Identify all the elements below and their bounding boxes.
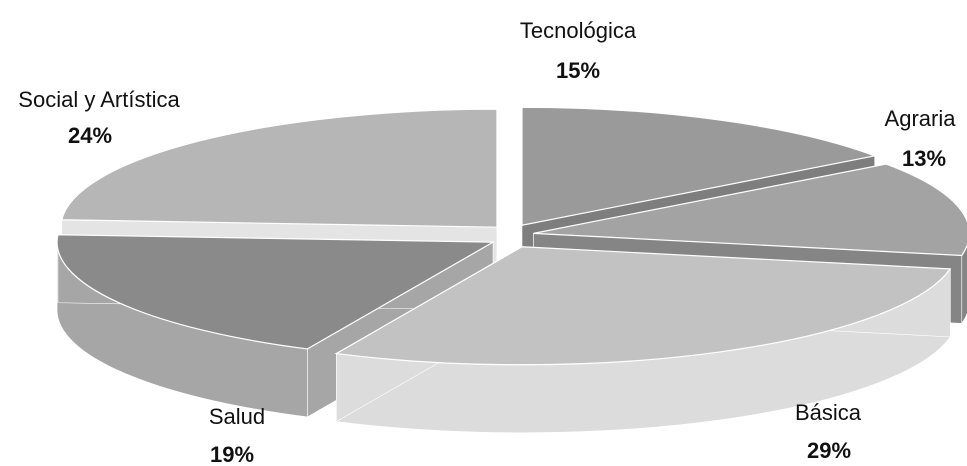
slice-value-agraria: 13%	[902, 146, 946, 171]
slice-agraria	[533, 163, 967, 257]
slice-value-social-y-artistica: 24%	[68, 123, 112, 148]
slice-salud	[56, 234, 496, 350]
slice-social-y-artistica	[61, 108, 498, 228]
slice-tecnologica	[521, 106, 877, 226]
slice-label-social-y-artistica: Social y Artística	[18, 87, 180, 112]
slice-value-basica: 29%	[807, 438, 851, 463]
slice-label-tecnologica: Tecnológica	[520, 18, 637, 43]
slice-label-salud: Salud	[209, 404, 265, 429]
slice-label-agraria: Agraria	[885, 106, 957, 131]
slice-basica	[334, 246, 952, 366]
slice-value-salud: 19%	[210, 442, 254, 466]
slice-label-basica: Básica	[795, 400, 862, 425]
pie-slices	[56, 106, 967, 434]
pie-labels: Tecnológica 15% Agraria 13% Básica 29% S…	[18, 18, 956, 466]
slice-value-tecnologica: 15%	[556, 58, 600, 83]
